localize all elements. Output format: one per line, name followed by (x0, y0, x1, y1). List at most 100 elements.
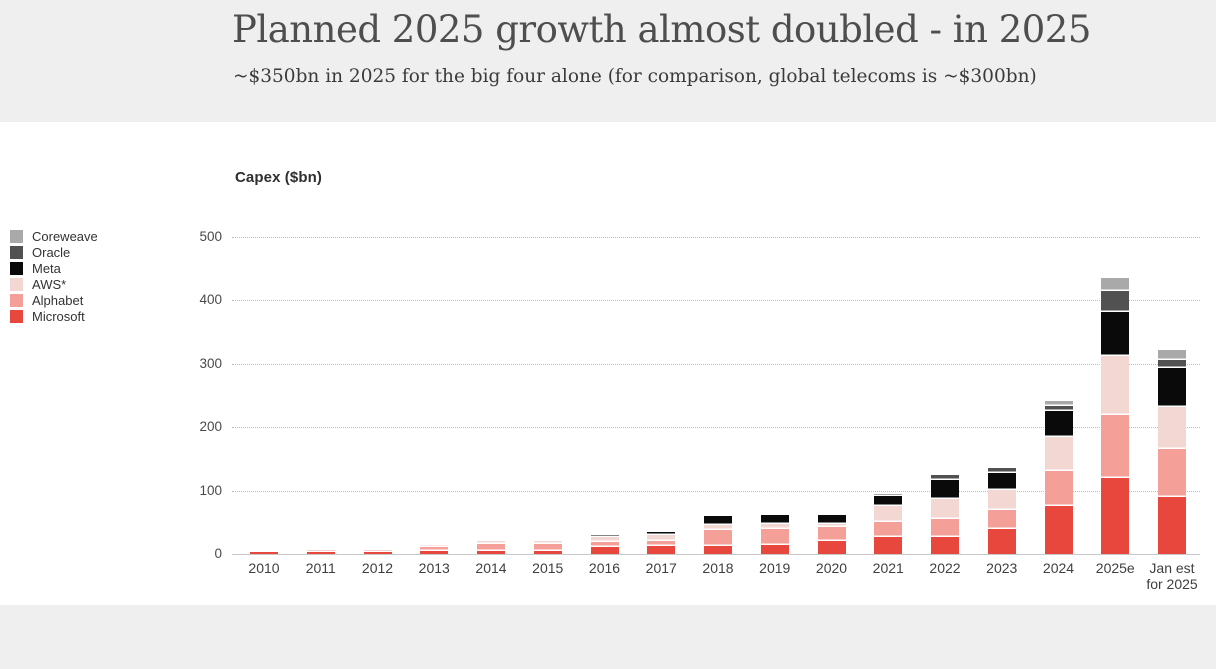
bar-2013 (420, 544, 449, 554)
bar-segment-Alphabet (420, 547, 449, 552)
x-tick-label: 2019 (759, 560, 791, 576)
bar-segment-Oracle (987, 468, 1016, 473)
x-tick-label: 2020 (815, 560, 848, 576)
x-tick-label: 2018 (702, 560, 734, 576)
bar-segment-Microsoft (987, 528, 1016, 554)
legend-item: Oracle (10, 244, 98, 260)
bar-segment-Alphabet (647, 540, 676, 546)
bar-segment-Meta (1101, 311, 1130, 357)
y-tick-label: 0 (214, 546, 222, 561)
bar-segment-Alphabet (817, 527, 846, 542)
x-tick-label: 2014 (475, 560, 507, 576)
bar-segment-AWS (1158, 406, 1186, 450)
y-tick-label: 200 (199, 419, 222, 435)
bar-2024 (1044, 401, 1073, 554)
bar-segment-Alphabet (987, 510, 1016, 529)
bar-segment-Coreweave (1044, 401, 1073, 407)
bar-segment-Meta (1158, 368, 1186, 407)
legend-item: Coreweave (10, 228, 98, 244)
bar-segment-Microsoft (250, 552, 278, 554)
bar-2018 (704, 515, 732, 554)
bar-segment-Coreweave (1101, 277, 1130, 291)
bar-segment-Microsoft (1158, 496, 1186, 554)
bar-2016 (590, 535, 619, 554)
bar-segment-Alphabet (533, 544, 562, 551)
bar-segment-Microsoft (533, 550, 562, 554)
bar-segment-Meta (1044, 410, 1073, 438)
x-tick-label: 2011 (305, 560, 336, 576)
y-tick-label: 300 (199, 355, 222, 371)
x-tick-label: 2022 (929, 560, 961, 576)
bar-segment-Microsoft (817, 541, 846, 554)
bar-segment-Meta (817, 515, 846, 525)
bar-segment-Meta (704, 515, 732, 525)
x-tick-label: 2012 (361, 560, 394, 576)
bar-segment-Microsoft (363, 552, 392, 554)
bar-segment-AWS (1044, 437, 1073, 471)
bar-segment-Microsoft (647, 545, 676, 554)
gridline (232, 300, 1200, 302)
bar-segment-Oracle (931, 475, 959, 481)
bar-segment-Alphabet (1044, 470, 1073, 506)
x-axis-baseline (232, 554, 1200, 555)
bar-segment-Alphabet (704, 529, 732, 546)
bar-segment-Oracle (1044, 406, 1073, 411)
bar-segment-Microsoft (874, 536, 903, 554)
bar-2010 (250, 550, 278, 554)
x-tick-label: 2016 (588, 560, 621, 576)
bar-segment-Meta (931, 480, 959, 499)
legend-label: AWS* (32, 276, 67, 292)
chart-title: Capex ($bn) (235, 169, 322, 186)
bar-segment-Microsoft (590, 547, 619, 554)
bar-segment-AWS (987, 489, 1016, 511)
bar-segment-Microsoft (1044, 505, 1073, 554)
bar-segment-Meta (760, 514, 789, 525)
y-tick-label: 400 (199, 292, 222, 308)
bar-segment-Microsoft (931, 536, 959, 554)
bar-segment-Alphabet (874, 522, 903, 537)
bar-Jan-est-for-2025 (1158, 349, 1186, 554)
legend-label: Meta (32, 260, 61, 276)
bar-2011 (306, 549, 335, 554)
x-tick-label: 2010 (248, 560, 280, 576)
y-tick-label: 100 (199, 482, 222, 498)
bar-segment-AWS (817, 524, 846, 528)
slide-title: Planned 2025 growth almost doubled - in … (232, 8, 1091, 51)
bar-2020 (817, 515, 846, 554)
bar-segment-Meta (874, 495, 903, 506)
legend-item: Microsoft (10, 308, 98, 324)
bar-segment-Meta (647, 531, 676, 535)
gridline (232, 363, 1200, 365)
gridline (232, 490, 1200, 492)
bar-segment-Microsoft (306, 552, 335, 554)
x-tick-label: 2017 (645, 560, 677, 576)
x-tick-label: 2021 (872, 560, 904, 576)
legend-swatch-icon (10, 277, 23, 291)
bar-segment-AWS (363, 548, 392, 550)
bar-2021 (874, 494, 903, 554)
legend-item: Meta (10, 260, 98, 276)
bar-segment-AWS (647, 534, 676, 541)
bar-segment-Alphabet (1101, 414, 1130, 478)
bar-segment-Microsoft (420, 551, 449, 554)
legend-label: Oracle (32, 244, 71, 260)
bar-segment-AWS (477, 541, 505, 545)
bar-2012 (363, 548, 392, 554)
slide-subtitle: ~$350bn in 2025 for the big four alone (… (233, 66, 1037, 87)
bar-segment-Oracle (1101, 290, 1130, 312)
bar-segment-AWS (1101, 356, 1130, 415)
chart-legend: Coreweave Oracle Meta AWS* Alphabet Microsoft (10, 228, 98, 324)
bar-segment-Alphabet (590, 541, 619, 548)
bar-2017 (647, 531, 676, 554)
bar-segment-Alphabet (250, 550, 278, 553)
bar-segment-Meta (987, 472, 1016, 490)
bar-segment-Coreweave (1158, 349, 1186, 361)
bar-2019 (760, 514, 789, 554)
bar-segment-Microsoft (704, 545, 732, 554)
bar-segment-Microsoft (1101, 477, 1130, 554)
x-tick-label: 2013 (418, 560, 450, 576)
bar-segment-Alphabet (477, 544, 505, 551)
bar-segment-Oracle (874, 494, 903, 496)
bar-segment-AWS (420, 544, 449, 548)
bar-segment-Coreweave (987, 466, 1016, 469)
